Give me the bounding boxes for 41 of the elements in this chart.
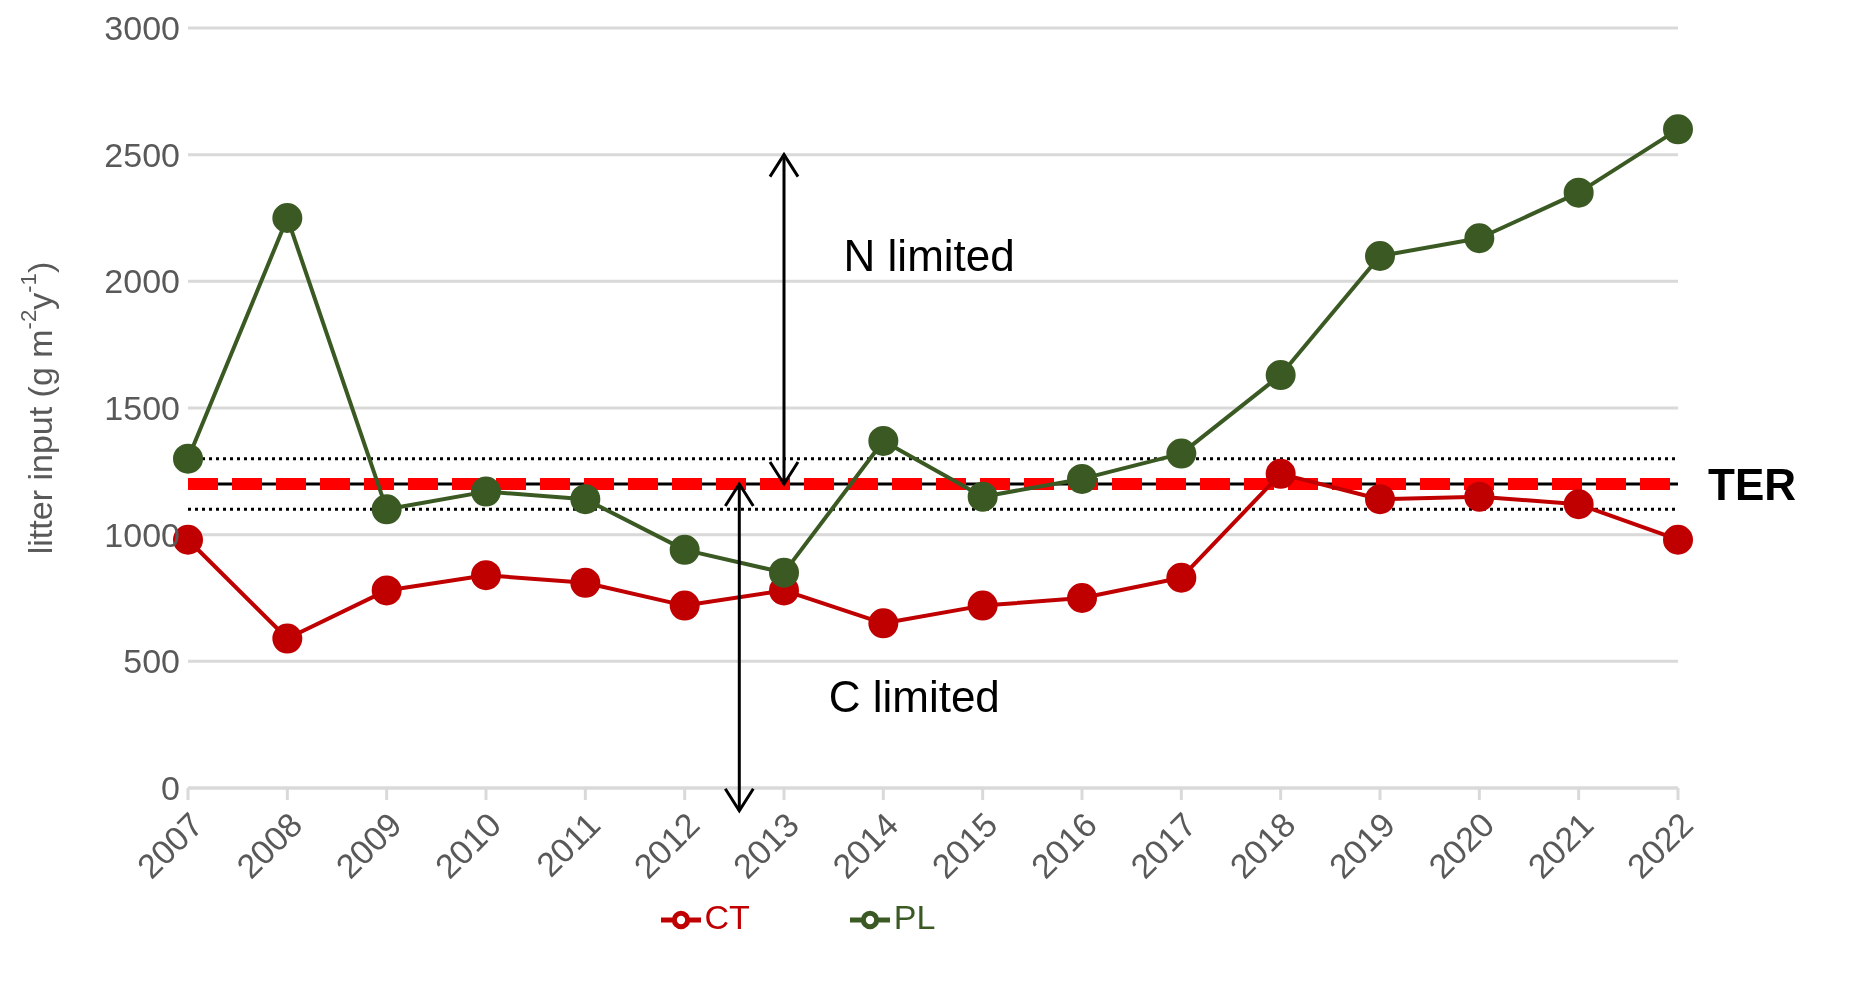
point — [868, 608, 899, 639]
point — [1265, 360, 1296, 391]
point — [570, 567, 601, 598]
point — [669, 590, 700, 621]
point — [272, 623, 303, 654]
point — [471, 560, 501, 591]
point — [1166, 562, 1197, 593]
y-tick-label: 2500 — [104, 135, 180, 174]
point — [371, 494, 402, 525]
point — [1663, 524, 1693, 555]
ref-line-label: TER — [1708, 459, 1796, 509]
y-tick-label: 2000 — [104, 262, 180, 301]
legend-label: CT — [704, 898, 750, 936]
point — [471, 476, 501, 507]
annotation: C limited — [828, 671, 1000, 722]
y-tick-label: 500 — [123, 642, 180, 681]
point — [1464, 223, 1495, 254]
point — [371, 575, 402, 606]
point — [1166, 438, 1197, 469]
point — [1663, 114, 1693, 145]
point — [1067, 463, 1097, 494]
point — [1563, 489, 1594, 520]
y-tick-label: 3000 — [104, 9, 180, 48]
point — [1365, 484, 1395, 515]
point — [173, 443, 203, 474]
y-tick-label: 1500 — [104, 389, 180, 428]
point — [1265, 458, 1296, 489]
point — [1563, 177, 1594, 208]
y-tick-label: 0 — [161, 769, 180, 808]
point — [967, 590, 998, 621]
annotation: N limited — [843, 231, 1015, 281]
point — [669, 534, 700, 565]
point — [868, 425, 899, 456]
point — [1365, 241, 1395, 271]
point — [570, 484, 601, 515]
point — [967, 481, 998, 512]
point — [769, 557, 799, 588]
point — [272, 203, 303, 233]
legend-label: PL — [893, 898, 936, 936]
point — [1464, 481, 1495, 512]
point — [1067, 583, 1097, 613]
